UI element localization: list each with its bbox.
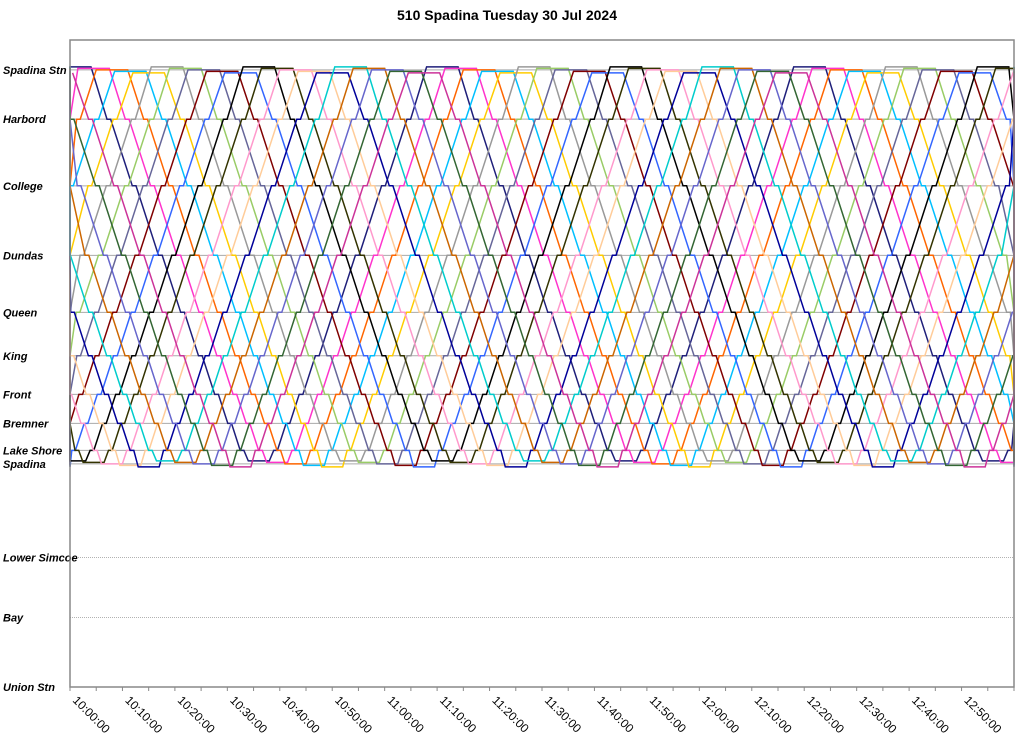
x-tick-label: 10:50:00 [332, 693, 375, 736]
station-label: Lake Shore [3, 445, 62, 457]
plot-frame [69, 39, 1015, 688]
vehicle-trace-17 [69, 67, 1015, 464]
vehicle-trace-6 [69, 66, 1015, 462]
x-tick-label: 10:40:00 [280, 693, 323, 736]
vehicle-trace-18 [69, 69, 1015, 465]
x-tick-label: 10:30:00 [227, 693, 270, 736]
station-label: Queen [3, 307, 38, 319]
vehicle-trace-20 [71, 72, 1015, 468]
station-labels: Spadina Stn Harbord College Dundas Queen King… [3, 65, 78, 694]
station-label: Harbord [3, 114, 46, 126]
x-tick-label: 11:20:00 [489, 693, 532, 736]
x-tick-label: 11:10:00 [437, 693, 480, 736]
x-tick-label: 12:30:00 [857, 693, 900, 736]
vehicle-traces [69, 66, 1015, 468]
x-tick-label: 10:10:00 [122, 693, 165, 736]
station-label: College [3, 181, 43, 193]
station-label: Spadina [3, 459, 46, 471]
station-label: Bay [3, 612, 24, 624]
vehicle-trace-15 [69, 72, 1015, 468]
station-label: Bremner [3, 418, 49, 430]
station-label: Spadina Stn [3, 65, 67, 77]
vehicle-trace-7 [69, 67, 1015, 464]
vehicle-trace-2 [69, 67, 1015, 464]
vehicle-trace-10 [69, 72, 1015, 468]
x-tick-label: 11:00:00 [385, 693, 428, 736]
x-tick-label: 10:00:00 [70, 693, 113, 736]
vehicle-trace-4 [69, 70, 1015, 467]
vehicle-trace-11 [69, 66, 1015, 462]
station-label: Dundas [3, 250, 43, 262]
x-tick-label: 11:30:00 [542, 693, 585, 736]
chart-title: 510 Spadina Tuesday 30 Jul 2024 [397, 7, 617, 23]
station-gridlines [70, 69, 1014, 688]
x-tick-label: 12:50:00 [961, 693, 1004, 736]
vehicle-trace-14 [69, 70, 1015, 467]
x-tick-label: 11:40:00 [594, 693, 637, 736]
station-label: King [3, 351, 28, 363]
vehicle-trace-5 [69, 72, 1015, 468]
station-label: Front [3, 389, 32, 401]
vehicle-trace-9 [69, 70, 1015, 467]
x-tick-label: 12:20:00 [804, 693, 847, 736]
station-label: Lower Simcoe [3, 553, 78, 565]
time-axis: 10:00:00 10:10:00 10:20:00 10:30:00 10:40:00… [69, 687, 1015, 736]
vehicle-trace-19 [69, 70, 1015, 467]
x-tick-label: 11:50:00 [647, 693, 690, 736]
vehicle-trace-16 [69, 66, 1015, 462]
x-tick-label: 12:10:00 [752, 693, 795, 736]
x-tick-label: 12:00:00 [699, 693, 742, 736]
vehicle-trace-8 [69, 69, 1015, 465]
station-label: Union Stn [3, 682, 55, 694]
vehicle-trace-12 [69, 67, 1015, 464]
vehicle-trace-3 [69, 69, 1015, 465]
vehicle-trace-13 [69, 69, 1015, 465]
x-tick-label: 10:20:00 [175, 693, 218, 736]
x-tick-label: 12:40:00 [909, 693, 952, 736]
vehicle-trace-1 [69, 66, 1015, 462]
